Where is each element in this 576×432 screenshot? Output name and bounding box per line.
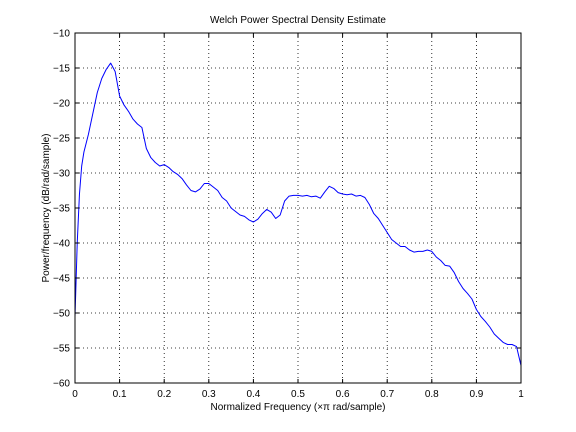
y-tick-label: −20 <box>53 99 70 110</box>
y-tick-label: −10 <box>53 29 70 40</box>
x-tick-label: 1 <box>518 389 524 400</box>
y-tick-labels: −60 −55 −50 −45 −40 −35 −30 −25 −20 −15 −10 <box>53 29 70 390</box>
y-tick-label: −15 <box>53 64 70 75</box>
x-tick-label: 0.3 <box>202 389 216 400</box>
x-tick-label: 0.5 <box>291 389 305 400</box>
psd-series-line <box>74 62 522 366</box>
y-tick-label: −55 <box>53 344 70 355</box>
x-tick-label: 0.2 <box>157 389 171 400</box>
x-axis-label: Normalized Frequency (×π rad/sample) <box>210 402 385 413</box>
x-tick-label: 0.4 <box>246 389 260 400</box>
x-tick-label: 0.1 <box>113 389 127 400</box>
y-tick-label: −25 <box>53 134 70 145</box>
x-tick-label: 0 <box>72 389 78 400</box>
x-tick-labels: 0 0.1 0.2 0.3 0.4 0.5 0.6 0.7 0.8 0.9 1 <box>72 389 524 400</box>
plot-area <box>74 62 522 366</box>
y-tick-label: −45 <box>53 274 70 285</box>
x-tick-label: 0.6 <box>336 389 350 400</box>
y-tick-label: −35 <box>53 204 70 215</box>
y-axis-label: Power/frequency (dB/rad/sample) <box>41 134 52 283</box>
y-tick-label: −60 <box>53 379 70 390</box>
tick-marks <box>74 32 522 384</box>
x-tick-label: 0.8 <box>425 389 439 400</box>
y-tick-label: −40 <box>53 239 70 250</box>
y-tick-label: −30 <box>53 169 70 180</box>
y-tick-label: −50 <box>53 309 70 320</box>
x-tick-label: 0.9 <box>469 389 483 400</box>
chart-title: Welch Power Spectral Density Estimate <box>210 15 386 26</box>
x-tick-label: 0.7 <box>380 389 394 400</box>
